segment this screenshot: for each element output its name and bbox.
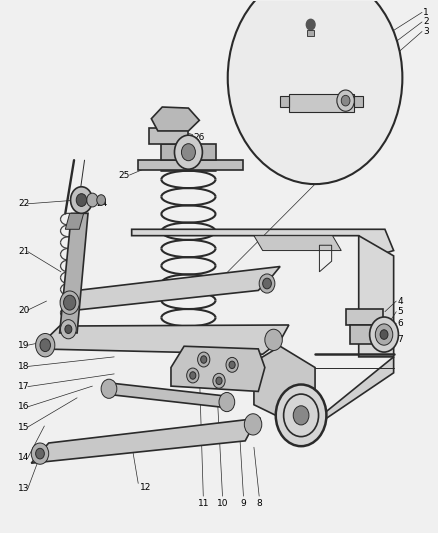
Circle shape (65, 325, 72, 334)
Circle shape (174, 135, 202, 169)
Circle shape (265, 329, 283, 351)
Circle shape (259, 274, 275, 293)
Polygon shape (60, 213, 88, 333)
Text: 5: 5 (397, 307, 403, 316)
Polygon shape (106, 383, 232, 407)
Circle shape (375, 324, 393, 345)
Text: 19: 19 (18, 341, 30, 350)
Polygon shape (149, 128, 188, 144)
Polygon shape (254, 346, 315, 426)
Circle shape (35, 448, 44, 459)
Circle shape (201, 356, 207, 364)
Polygon shape (62, 266, 280, 312)
Polygon shape (315, 357, 394, 426)
Text: 7: 7 (397, 335, 403, 344)
Polygon shape (354, 96, 363, 107)
Circle shape (216, 377, 222, 384)
Polygon shape (280, 96, 289, 107)
Text: 23: 23 (78, 199, 90, 208)
Polygon shape (171, 346, 265, 391)
Circle shape (71, 187, 92, 213)
Text: 2: 2 (424, 18, 429, 27)
Text: 6: 6 (397, 319, 403, 328)
Polygon shape (31, 418, 261, 463)
Circle shape (101, 379, 117, 398)
Text: 8: 8 (256, 498, 262, 507)
Circle shape (35, 334, 55, 357)
Text: 14: 14 (18, 454, 29, 463)
Text: 18: 18 (18, 362, 30, 371)
Text: 24: 24 (96, 199, 107, 208)
Circle shape (337, 90, 354, 111)
Polygon shape (289, 94, 354, 112)
Circle shape (60, 320, 76, 339)
Circle shape (263, 278, 272, 289)
Polygon shape (346, 309, 383, 325)
Circle shape (97, 195, 106, 205)
Circle shape (190, 372, 196, 379)
Polygon shape (38, 325, 289, 354)
Circle shape (60, 291, 79, 314)
Circle shape (187, 368, 199, 383)
Circle shape (228, 0, 403, 184)
Polygon shape (132, 229, 394, 256)
Text: 25: 25 (119, 171, 130, 180)
Text: 22: 22 (18, 199, 29, 208)
Circle shape (198, 352, 210, 367)
Polygon shape (161, 144, 215, 160)
Circle shape (181, 144, 195, 161)
Text: 17: 17 (18, 382, 30, 391)
Circle shape (276, 384, 326, 446)
Circle shape (244, 414, 262, 435)
Text: 1: 1 (424, 8, 429, 17)
Text: 13: 13 (18, 484, 30, 493)
Circle shape (87, 193, 98, 207)
Polygon shape (350, 325, 381, 344)
Text: 26: 26 (194, 133, 205, 142)
Polygon shape (307, 30, 314, 36)
Circle shape (31, 443, 49, 464)
Circle shape (229, 361, 235, 368)
Circle shape (226, 358, 238, 372)
Text: 20: 20 (18, 305, 29, 314)
Circle shape (370, 317, 399, 352)
Text: 10: 10 (217, 498, 228, 507)
Text: 4: 4 (397, 296, 403, 305)
Circle shape (76, 193, 87, 206)
Circle shape (306, 19, 315, 30)
Circle shape (293, 406, 309, 425)
Text: 21: 21 (18, 247, 29, 256)
Polygon shape (254, 236, 341, 251)
Circle shape (64, 295, 76, 310)
Circle shape (380, 330, 388, 340)
Circle shape (341, 95, 350, 106)
Polygon shape (151, 107, 199, 131)
Polygon shape (65, 213, 84, 229)
Circle shape (213, 373, 225, 388)
Text: 12: 12 (140, 482, 151, 491)
Circle shape (219, 392, 235, 411)
Circle shape (40, 339, 50, 352)
Text: 16: 16 (18, 402, 30, 411)
Polygon shape (359, 236, 394, 357)
Text: 11: 11 (198, 498, 209, 507)
Text: 3: 3 (424, 27, 429, 36)
Text: 15: 15 (18, 423, 30, 432)
Polygon shape (138, 160, 243, 169)
Text: 9: 9 (240, 498, 246, 507)
